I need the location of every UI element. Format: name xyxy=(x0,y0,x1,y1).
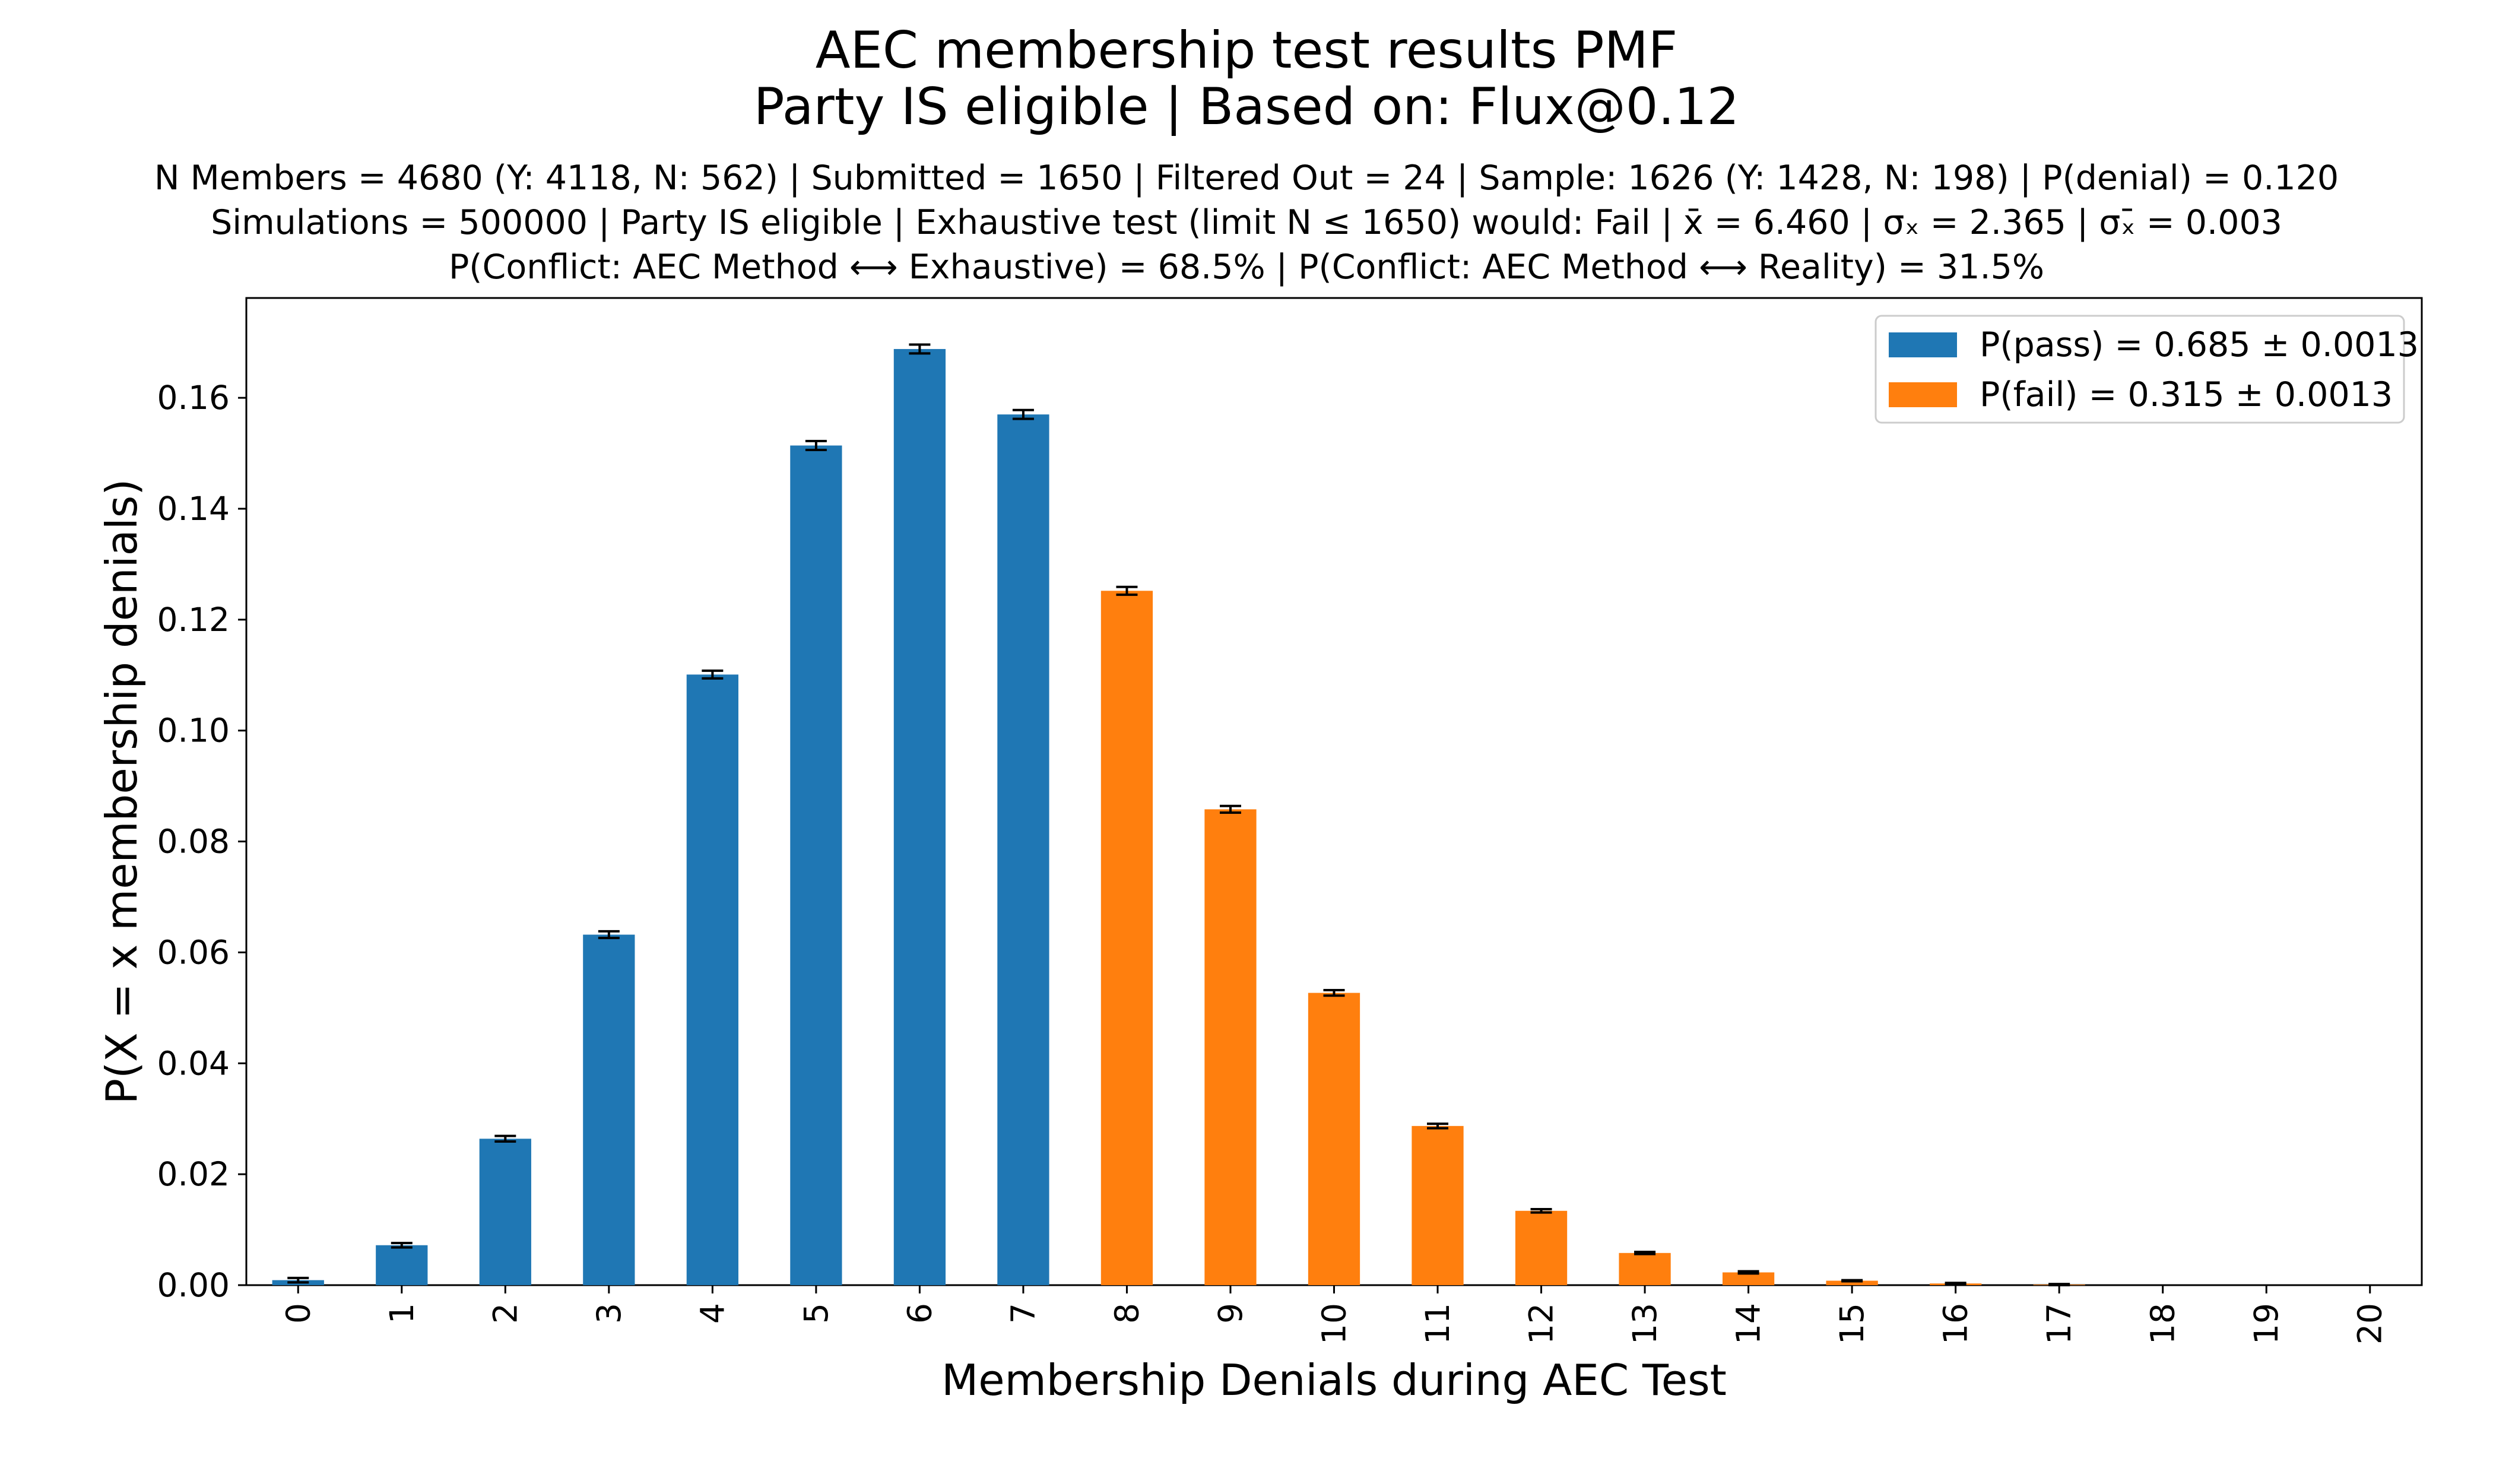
x-tick-label-18: 18 xyxy=(2144,1303,2182,1345)
legend-label-pass: P(pass) = 0.685 ± 0.0013 xyxy=(1980,325,2419,364)
x-tick-label-12: 12 xyxy=(1523,1303,1560,1345)
bar-6 xyxy=(893,348,946,1285)
y-tick-label: 0.02 xyxy=(157,1155,230,1193)
bar-15 xyxy=(1826,1280,1878,1285)
x-tick-label-13: 13 xyxy=(1626,1303,1664,1345)
x-tick-label-6: 6 xyxy=(900,1303,938,1324)
x-tick-label-16: 16 xyxy=(1937,1303,1975,1345)
x-tick-label-1: 1 xyxy=(383,1303,421,1324)
chart-subtitle-line-1: N Members = 4680 (Y: 4118, N: 562) | Sub… xyxy=(154,158,2339,198)
y-tick-label: 0.00 xyxy=(157,1266,230,1304)
chart-title-line-1: AEC membership test results PMF xyxy=(815,21,1678,80)
x-tick-label-14: 14 xyxy=(1730,1303,1768,1345)
bar-12 xyxy=(1515,1210,1568,1285)
x-tick-label-2: 2 xyxy=(486,1303,524,1324)
y-tick-label: 0.06 xyxy=(157,933,230,971)
bar-13 xyxy=(1619,1252,1671,1285)
x-tick-label-15: 15 xyxy=(1833,1303,1871,1345)
x-tick-label-7: 7 xyxy=(1004,1303,1042,1324)
y-tick-label: 0.12 xyxy=(157,601,230,639)
x-tick-label-20: 20 xyxy=(2351,1303,2389,1345)
x-tick-label-0: 0 xyxy=(279,1303,317,1324)
legend-swatch-pass xyxy=(1889,332,1957,357)
chart-title-line-2: Party IS eligible | Based on: Flux@0.12 xyxy=(753,77,1740,137)
bar-1 xyxy=(376,1245,428,1285)
bar-11 xyxy=(1412,1125,1464,1285)
bar-8 xyxy=(1100,591,1153,1285)
bar-9 xyxy=(1204,809,1257,1285)
bar-4 xyxy=(686,674,738,1285)
bar-7 xyxy=(997,414,1049,1285)
x-tick-label-17: 17 xyxy=(2040,1303,2078,1345)
legend: P(pass) = 0.685 ± 0.0013 P(fail) = 0.315 … xyxy=(1874,315,2419,424)
legend-swatch-fail xyxy=(1889,382,1957,407)
chart-subtitle-line-3: P(Conflict: AEC Method ⟷ Exhaustive) = 6… xyxy=(448,248,2045,287)
x-tick-label-8: 8 xyxy=(1108,1303,1146,1324)
y-tick-label: 0.14 xyxy=(157,490,230,528)
x-tick-label-19: 19 xyxy=(2247,1303,2285,1345)
y-axis-label: P(X = x membership denials) xyxy=(97,479,147,1105)
x-tick-label-3: 3 xyxy=(590,1303,628,1324)
y-tick-label: 0.16 xyxy=(157,379,230,417)
bar-10 xyxy=(1308,992,1360,1285)
chart-subtitle-line-2: Simulations = 500000 | Party IS eligible… xyxy=(211,203,2282,242)
x-tick-label-10: 10 xyxy=(1315,1303,1353,1345)
y-tick-label: 0.04 xyxy=(157,1044,230,1082)
legend-label-fail: P(fail) = 0.315 ± 0.0013 xyxy=(1980,375,2393,414)
legend-box xyxy=(1874,315,2405,424)
y-tick-label: 0.10 xyxy=(157,712,230,750)
x-tick-label-5: 5 xyxy=(797,1303,835,1324)
x-tick-label-11: 11 xyxy=(1419,1303,1457,1345)
bar-3 xyxy=(583,934,635,1285)
bar-14 xyxy=(1722,1272,1775,1285)
x-axis-label: Membership Denials during AEC Test xyxy=(941,1355,1727,1405)
y-tick-label: 0.08 xyxy=(157,823,230,861)
x-tick-label-4: 4 xyxy=(693,1303,731,1324)
bar-5 xyxy=(790,445,842,1285)
bar-2 xyxy=(479,1139,531,1285)
x-tick-label-9: 9 xyxy=(1211,1303,1249,1324)
